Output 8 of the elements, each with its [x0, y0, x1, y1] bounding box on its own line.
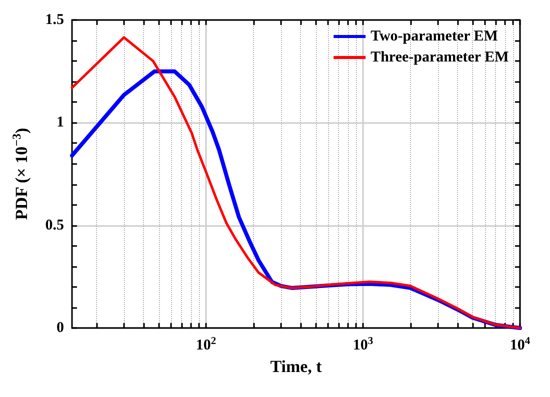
y-tick-label: 1 [56, 114, 64, 131]
legend-label: Two-parameter EM [370, 28, 498, 44]
y-tick-label: 1.5 [45, 12, 64, 28]
legend-label: Three-parameter EM [370, 50, 509, 66]
y-axis-title: PDF (× 10−3) [10, 128, 31, 220]
x-axis-title: Time, t [270, 357, 322, 376]
y-tick-label: 0 [56, 320, 64, 336]
y-tick-label: 0.5 [45, 217, 64, 234]
